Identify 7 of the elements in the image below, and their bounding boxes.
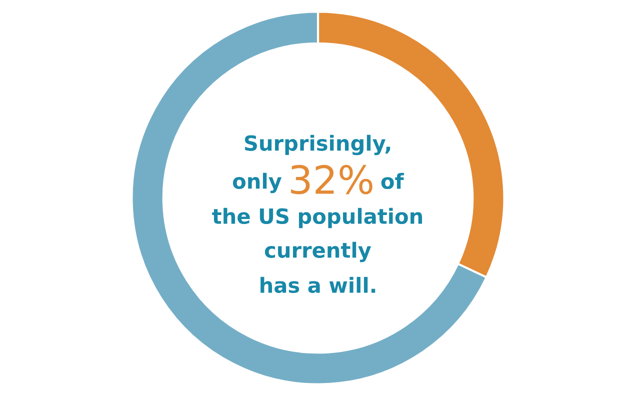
text: Surprisingly,: [244, 134, 390, 156]
text: only: [232, 172, 282, 194]
text: 32%: [291, 164, 372, 194]
text: has a will.: [260, 276, 376, 294]
text: of: [381, 172, 404, 190]
text: the US population: [212, 208, 422, 228]
text: currently: [264, 242, 372, 262]
